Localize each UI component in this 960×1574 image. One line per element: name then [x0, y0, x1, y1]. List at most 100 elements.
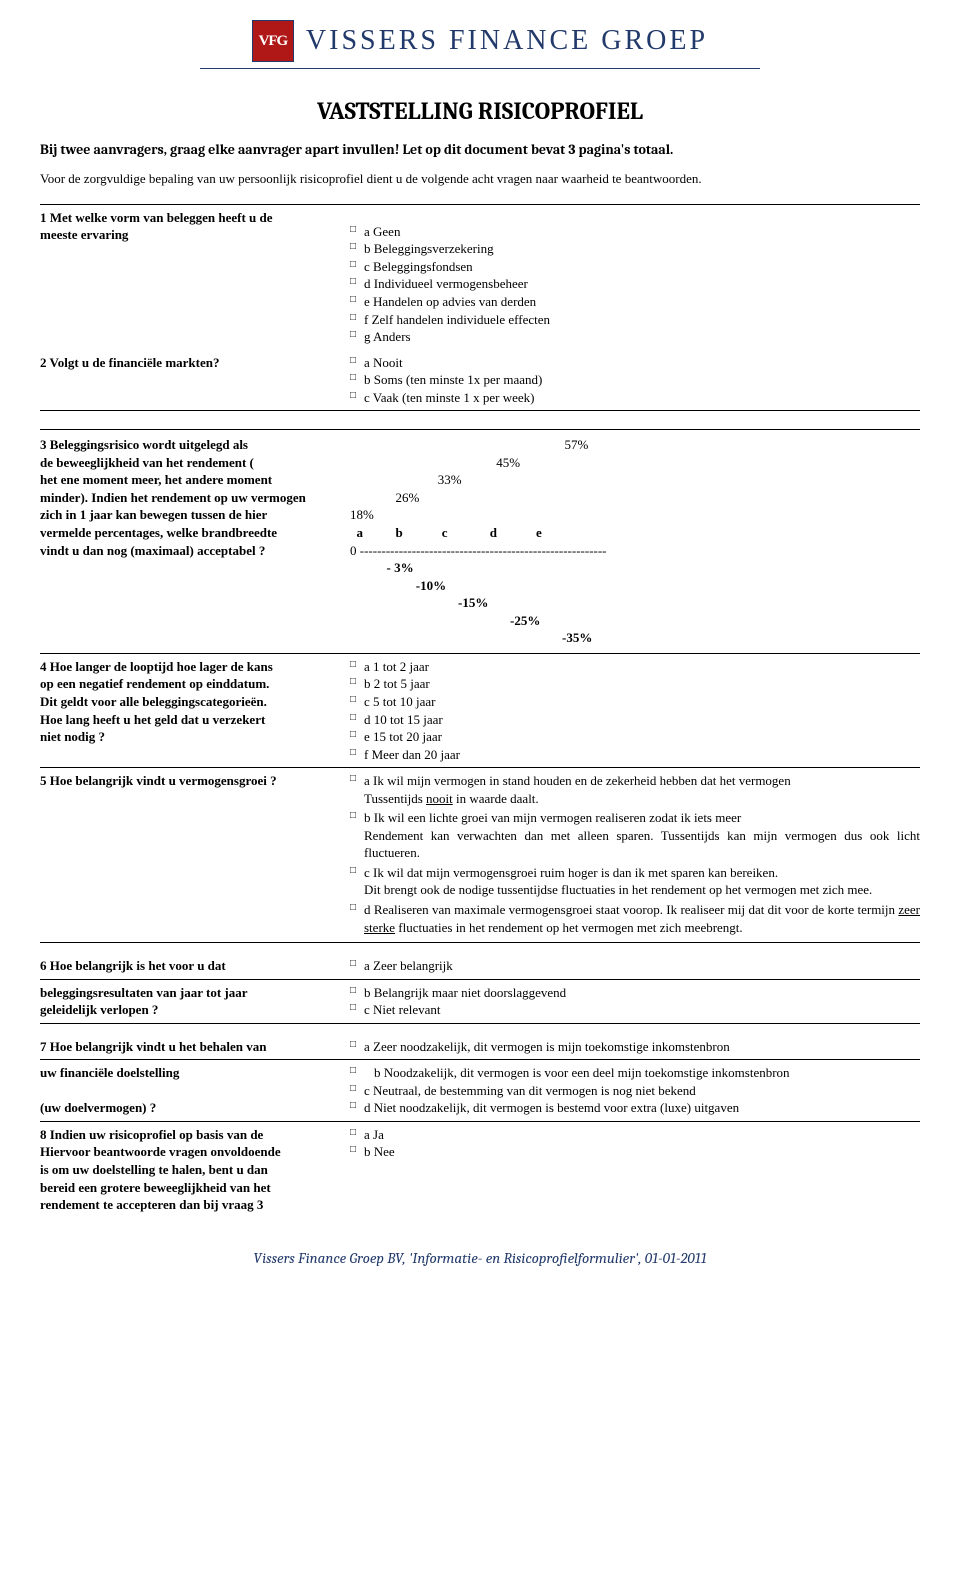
q6-l2: beleggingsresultaten van jaar tot jaar — [40, 985, 248, 1000]
q6-l3: geleidelijk verlopen ? — [40, 1002, 158, 1017]
checkbox-icon: □ — [350, 240, 364, 258]
q5a-l1: a Ik wil mijn vermogen in stand houden e… — [364, 773, 791, 788]
q7-opt-a-label: a Zeer noodzakelijk, dit vermogen is mij… — [364, 1038, 920, 1056]
q1-option-c[interactable]: □c Beleggingsfondsen — [350, 258, 920, 276]
q8-l2: Hiervoor beantwoorde vragen onvoldoende — [40, 1144, 281, 1159]
q2-option-c[interactable]: □c Vaak (ten minste 1 x per week) — [350, 389, 920, 407]
chart-26: 26% — [350, 489, 920, 507]
q1-option-e[interactable]: □e Handelen op advies van derden — [350, 293, 920, 311]
q1-option-f[interactable]: □f Zelf handelen individuele effecten — [350, 311, 920, 329]
q4-option-a[interactable]: □a 1 tot 2 jaar — [350, 658, 920, 676]
q5-option-d[interactable]: □d Realiseren van maximale vermogensgroe… — [350, 901, 920, 936]
question-2: 2 Volgt u de financiële markten? □a Nooi… — [40, 350, 920, 412]
q8-l1: 8 Indien uw risicoprofiel op basis van d… — [40, 1127, 263, 1142]
q4-l3: Dit geldt voor alle beleggingscategorieë… — [40, 694, 267, 709]
q7-l2: uw financiële doelstelling — [40, 1065, 179, 1080]
q5-option-b[interactable]: □b Ik wil een lichte groei van mijn verm… — [350, 809, 920, 862]
q1-opt-c-label: c Beleggingsfondsen — [364, 258, 920, 276]
q8-l5: rendement te accepteren dan bij vraag 3 — [40, 1197, 263, 1212]
q2-option-b[interactable]: □b Soms (ten minste 1x per maand) — [350, 371, 920, 389]
q4-option-e[interactable]: □e 15 tot 20 jaar — [350, 728, 920, 746]
q5a-underline: nooit — [426, 791, 453, 806]
page-footer: Vissers Finance Groep BV, 'Informatie- e… — [40, 1248, 920, 1268]
checkbox-icon: □ — [350, 371, 364, 389]
chart-45: 45% — [350, 454, 920, 472]
checkbox-icon: □ — [350, 258, 364, 276]
chart-18: 18% — [350, 506, 920, 524]
q1-opt-g-label: g Anders — [364, 328, 920, 346]
q1-line1: 1 Met welke vorm van beleggen heeft u de — [40, 210, 273, 225]
q1-opt-a-label: a Geen — [364, 223, 920, 241]
checkbox-icon: □ — [350, 275, 364, 293]
q3-l5: vermelde percentages, welke brandbreedte — [40, 524, 338, 542]
q7-option-c[interactable]: □c Neutraal, de bestemming van dit vermo… — [350, 1082, 920, 1100]
q7-opt-c-label: c Neutraal, de bestemming van dit vermog… — [364, 1082, 920, 1100]
q1-option-g[interactable]: □g Anders — [350, 328, 920, 346]
q4-opt-b-label: b 2 tot 5 jaar — [364, 675, 920, 693]
q6-option-a[interactable]: □a Zeer belangrijk — [350, 957, 920, 975]
q8-l3: is om uw doelstelling te halen, bent u d… — [40, 1162, 268, 1177]
chart-n25: -25% — [380, 612, 920, 630]
q1-opt-f-label: f Zelf handelen individuele effecten — [364, 311, 920, 329]
q1-option-b[interactable]: □b Beleggingsverzekering — [350, 240, 920, 258]
checkbox-icon: □ — [350, 1064, 364, 1082]
q2-opt-a-label: a Nooit — [364, 354, 920, 372]
logo-text: VISSERS FINANCE GROEP — [306, 22, 708, 60]
q4-opt-a-label: a 1 tot 2 jaar — [364, 658, 920, 676]
q8-option-b[interactable]: □b Nee — [350, 1143, 920, 1161]
q4-option-c[interactable]: □c 5 tot 10 jaar — [350, 693, 920, 711]
checkbox-icon: □ — [350, 711, 364, 729]
q8-opt-a-label: a Ja — [364, 1126, 920, 1144]
q1-opt-e-label: e Handelen op advies van derden — [364, 293, 920, 311]
checkbox-icon: □ — [350, 901, 364, 936]
q1-opt-b-label: b Beleggingsverzekering — [364, 240, 920, 258]
q1-option-d[interactable]: □d Individueel vermogensbeheer — [350, 275, 920, 293]
q6-option-b[interactable]: □b Belangrijk maar niet doorslaggevend — [350, 984, 920, 1002]
q3-l1: de beweeglijkheid van het rendement ( — [40, 454, 338, 472]
q7-option-d[interactable]: □d Niet noodzakelijk, dit vermogen is be… — [350, 1099, 920, 1117]
q5-option-c[interactable]: □c Ik wil dat mijn vermogensgroei ruim h… — [350, 864, 920, 899]
q7-option-b[interactable]: □b Noodzakelijk, dit vermogen is voor ee… — [350, 1064, 920, 1082]
q5-text: 5 Hoe belangrijk vindt u vermogensgroei … — [40, 773, 277, 788]
q1-line2: meeste ervaring — [40, 227, 128, 242]
question-8: 8 Indien uw risicoprofiel op basis van d… — [40, 1122, 920, 1218]
q3-l2: het ene moment meer, het andere moment — [40, 471, 338, 489]
q4-opt-c-label: c 5 tot 10 jaar — [364, 693, 920, 711]
question-6: 6 Hoe belangrijk is het voor u dat □a Ze… — [40, 953, 920, 979]
q2-option-a[interactable]: □a Nooit — [350, 354, 920, 372]
q8-option-a[interactable]: □a Ja — [350, 1126, 920, 1144]
question-7: 7 Hoe belangrijk vindt u het behalen van… — [40, 1034, 920, 1060]
q5a-l2a: Tussentijds — [364, 791, 426, 806]
checkbox-icon: □ — [350, 693, 364, 711]
q5a-l2b: in waarde daalt. — [453, 791, 539, 806]
q6-option-c[interactable]: □c Niet relevant — [350, 1001, 920, 1019]
q7-opt-d-label: d Niet noodzakelijk, dit vermogen is bes… — [364, 1099, 920, 1117]
q1-option-a[interactable]: □a Geen — [350, 223, 920, 241]
chart-n3: - 3% — [380, 559, 920, 577]
q6-opt-a-label: a Zeer belangrijk — [364, 957, 920, 975]
q4-l4: Hoe lang heeft u het geld dat u verzeker… — [40, 712, 265, 727]
checkbox-icon: □ — [350, 864, 364, 899]
q5-option-a[interactable]: □a Ik wil mijn vermogen in stand houden … — [350, 772, 920, 807]
question-4: 4 Hoe langer de looptijd hoe lager de ka… — [40, 654, 920, 767]
q4-opt-f-label: f Meer dan 20 jaar — [364, 746, 920, 764]
q4-option-f[interactable]: □f Meer dan 20 jaar — [350, 746, 920, 764]
q4-option-d[interactable]: □d 10 tot 15 jaar — [350, 711, 920, 729]
q2-text: 2 Volgt u de financiële markten? — [40, 355, 219, 370]
checkbox-icon: □ — [350, 354, 364, 372]
logo-mark: VFG — [252, 20, 294, 62]
q7-option-a[interactable]: □a Zeer noodzakelijk, dit vermogen is mi… — [350, 1038, 920, 1056]
q3-l4: zich in 1 jaar kan bewegen tussen de hie… — [40, 506, 338, 524]
checkbox-icon: □ — [350, 1001, 364, 1019]
checkbox-icon: □ — [350, 675, 364, 693]
chart-n35: -35% — [380, 629, 920, 647]
q2-opt-c-label: c Vaak (ten minste 1 x per week) — [364, 389, 920, 407]
checkbox-icon: □ — [350, 984, 364, 1002]
q6-heading: 6 Hoe belangrijk is het voor u dat — [40, 958, 226, 973]
q6-opt-c-label: c Niet relevant — [364, 1001, 920, 1019]
q4-option-b[interactable]: □b 2 tot 5 jaar — [350, 675, 920, 693]
subtitle: Bij twee aanvragers, graag elke aanvrage… — [40, 141, 920, 160]
question-5: 5 Hoe belangrijk vindt u vermogensgroei … — [40, 767, 920, 943]
checkbox-icon: □ — [350, 1082, 364, 1100]
q4-l5: niet nodig ? — [40, 729, 105, 744]
